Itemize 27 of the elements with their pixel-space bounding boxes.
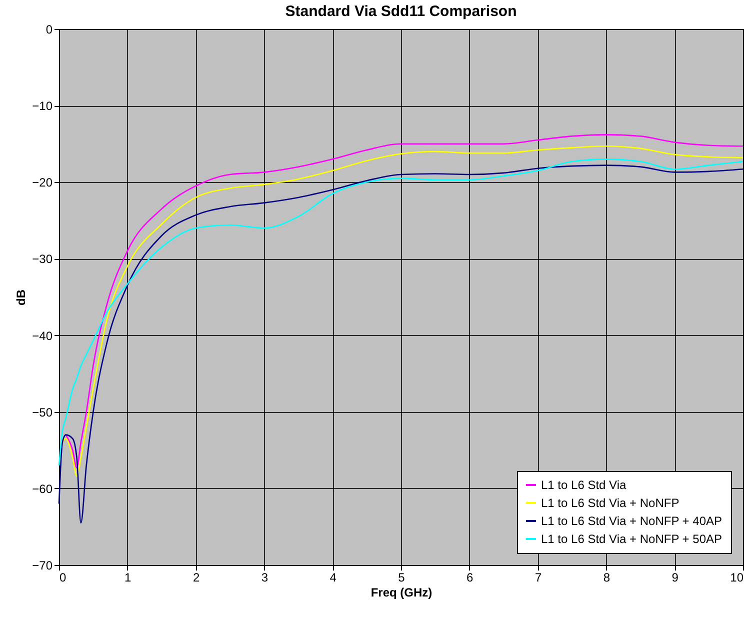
x-tick-label: 5	[398, 570, 406, 584]
y-tick-label: −30	[32, 252, 53, 266]
legend-label: L1 to L6 Std Via + NoNFP + 50AP	[541, 532, 722, 546]
y-tick-label: −70	[32, 558, 53, 572]
x-tick-label: 1	[124, 570, 132, 584]
x-tick-label: 9	[672, 570, 679, 584]
legend-label: L1 to L6 Std Via + NoNFP	[541, 496, 680, 510]
x-tick-label: 10	[730, 570, 744, 584]
legend-label: L1 to L6 Std Via + NoNFP + 40AP	[541, 514, 722, 528]
y-axis-title: dB	[14, 289, 28, 306]
line-series	[58, 164, 744, 524]
x-axis-title: Freq (GHz)	[370, 586, 432, 600]
y-tick-label: −60	[32, 482, 53, 496]
x-tick-label: 0	[60, 570, 66, 584]
y-tick-label: 0	[46, 22, 53, 36]
y-tick-label: −10	[32, 99, 53, 114]
y-tick-label: −40	[32, 328, 53, 343]
x-tick-label: 4	[330, 570, 337, 584]
x-tick-label: 6	[466, 570, 474, 584]
y-tick-label: −20	[32, 176, 53, 190]
y-tick-label: −50	[32, 405, 53, 420]
x-tick-label: 3	[261, 570, 268, 584]
legend-label: L1 to L6 Std Via	[541, 478, 627, 492]
x-tick-label: 7	[534, 570, 542, 584]
x-tick-label: 8	[603, 570, 610, 584]
x-tick-label: 2	[192, 570, 200, 584]
chart-title: Standard Via Sdd11 Comparison	[285, 3, 517, 20]
